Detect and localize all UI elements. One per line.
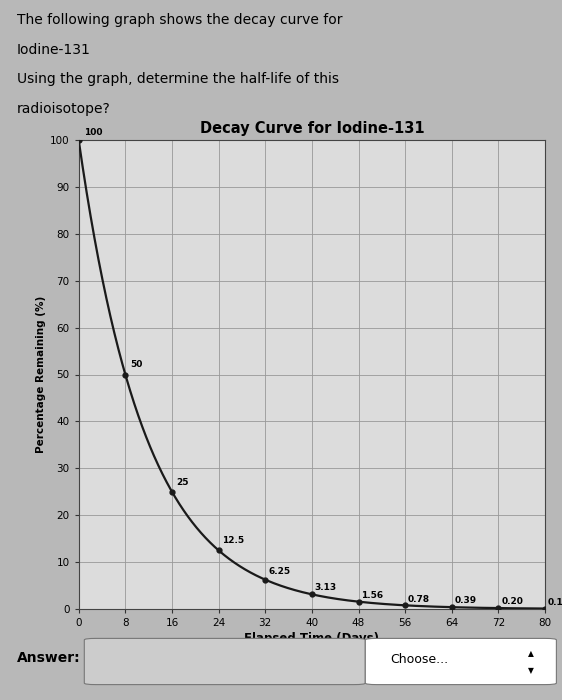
Text: radioisotope?: radioisotope? — [17, 102, 110, 116]
Title: Decay Curve for Iodine-131: Decay Curve for Iodine-131 — [200, 121, 424, 136]
Text: Answer:: Answer: — [17, 651, 80, 665]
X-axis label: Elapsed Time (Days): Elapsed Time (Days) — [244, 632, 379, 645]
Text: Using the graph, determine the half-life of this: Using the graph, determine the half-life… — [17, 72, 339, 86]
Text: ▲: ▲ — [528, 650, 534, 658]
Text: ▼: ▼ — [528, 666, 534, 676]
Text: 0.20: 0.20 — [501, 597, 523, 606]
Text: 3.13: 3.13 — [315, 582, 337, 592]
Text: 50: 50 — [130, 360, 142, 370]
Text: 0.39: 0.39 — [455, 596, 477, 606]
Text: Choose...: Choose... — [391, 652, 448, 666]
Text: The following graph shows the decay curve for: The following graph shows the decay curv… — [17, 13, 342, 27]
Text: 12.5: 12.5 — [221, 536, 244, 545]
Text: 6.25: 6.25 — [268, 567, 291, 576]
FancyBboxPatch shape — [84, 638, 365, 685]
Text: 25: 25 — [176, 477, 189, 486]
Text: 0.10: 0.10 — [548, 598, 562, 607]
Text: Iodine-131: Iodine-131 — [17, 43, 90, 57]
Y-axis label: Percentage Remaining (%): Percentage Remaining (%) — [36, 296, 46, 453]
Text: 1.56: 1.56 — [361, 591, 384, 600]
Text: 0.78: 0.78 — [408, 594, 430, 603]
FancyBboxPatch shape — [365, 638, 556, 685]
Text: 100: 100 — [84, 128, 103, 137]
